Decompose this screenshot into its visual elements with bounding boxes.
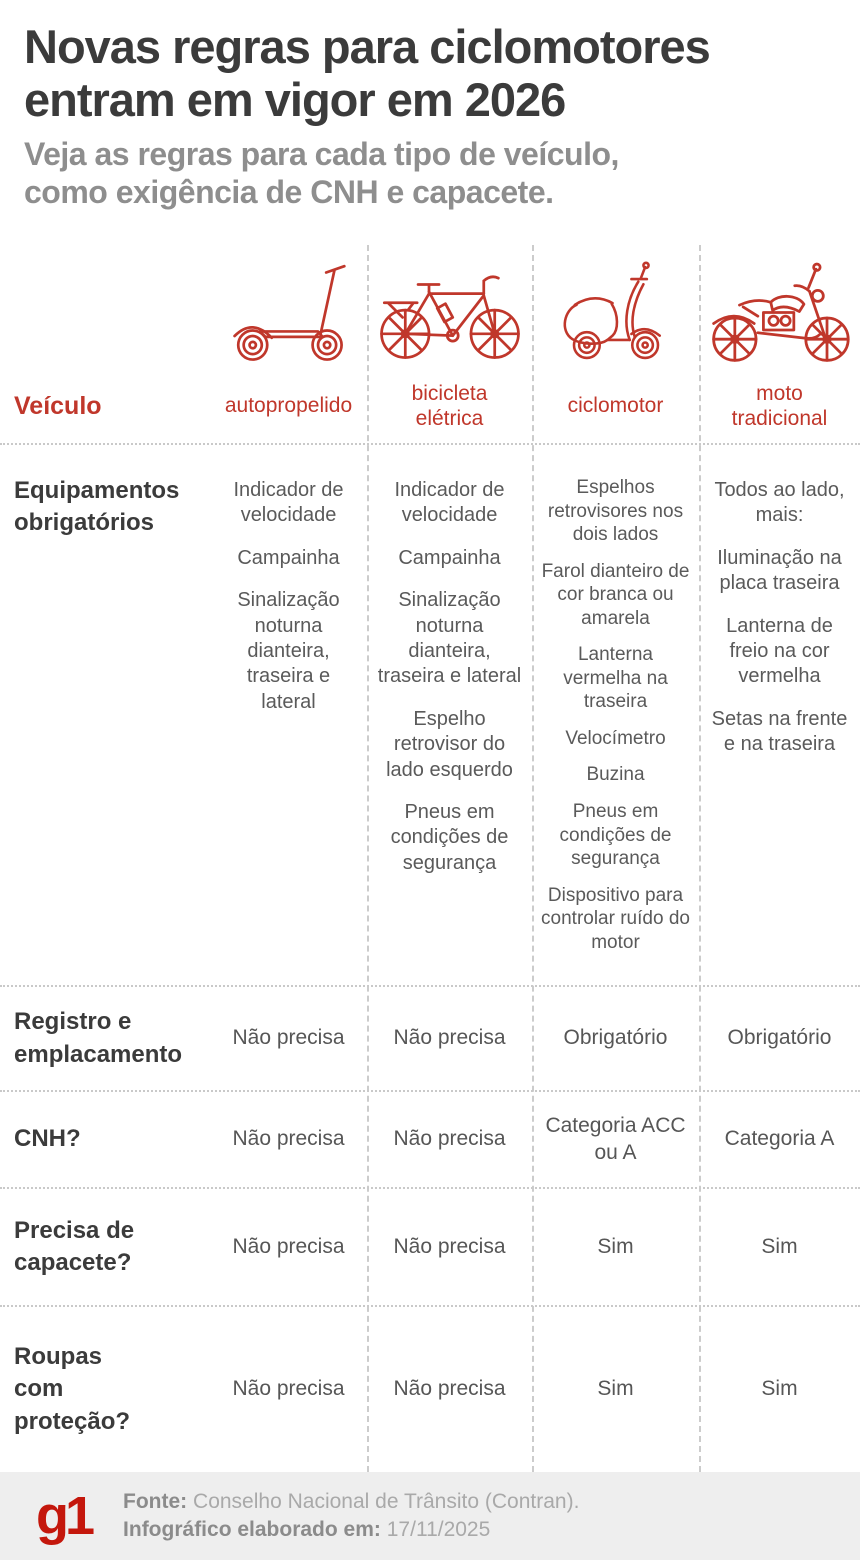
source-line: Fonte: Conselho Nacional de Trânsito (Co…	[123, 1488, 579, 1516]
vehicle-column-label-ciclomotor: ciclomotor	[567, 394, 664, 418]
motorcycle-icon	[699, 245, 860, 369]
equipment-item: Lanterna de freio na cor vermelha	[726, 614, 833, 688]
cell-registro-bicicleta-eletrica: Não precisa	[393, 1026, 506, 1050]
cell-roupas-ciclomotor: Sim	[597, 1377, 634, 1401]
equipment-cell-bicicleta-eletrica: Indicador de velocidade Campainha Sinali…	[367, 445, 532, 985]
equipment-item: Indicador de velocidade	[233, 479, 344, 527]
table-row-roupas: Roupas com proteção? Não precisa Não pre…	[0, 1305, 860, 1472]
cell-capacete-ciclomotor: Sim	[597, 1234, 634, 1258]
cell-roupas-moto-tradicional: Sim	[761, 1377, 798, 1401]
cell-capacete-moto-tradicional: Sim	[761, 1234, 798, 1258]
row-label-equipamentos: Equipamentos obrigatórios	[14, 477, 180, 537]
vehicle-header-row: Veículo autopropelido bicicleta elétrica…	[0, 245, 860, 443]
cell-cnh-autopropelido: Não precisa	[232, 1127, 345, 1151]
equipment-item: Indicador de velocidade	[394, 479, 505, 527]
column-divider	[699, 245, 701, 1472]
title-line-2: entram em vigor em 2026	[24, 73, 566, 127]
subtitle-line-1: Veja as regras para cada tipo de veículo…	[24, 136, 619, 172]
cell-capacete-autopropelido: Não precisa	[232, 1234, 345, 1258]
row-label-cnh: CNH?	[14, 1125, 81, 1153]
equipment-cell-ciclomotor: Espelhos retrovisores nos dois lados Far…	[532, 445, 699, 985]
row-label-registro: Registro e emplacamento	[14, 1008, 183, 1068]
equipment-item: Espelho retrovisor do lado esquerdo	[386, 707, 513, 781]
kick-scooter-icon	[210, 245, 367, 369]
equipment-item: Pneus em condições de segurança	[390, 800, 509, 874]
subtitle-line-2: como exigência de CNH e capacete.	[24, 174, 554, 211]
cell-registro-moto-tradicional: Obrigatório	[727, 1026, 832, 1050]
title-line-1: Novas regras para ciclomotores	[24, 20, 711, 73]
vehicle-column-label-autopropelido: autopropelido	[224, 394, 353, 418]
elaborated-label: Infográfico elaborado em:	[123, 1518, 381, 1541]
elaborated-line: Infográfico elaborado em: 17/11/2025	[123, 1516, 579, 1544]
equipment-item: Setas na frente e na traseira	[711, 707, 848, 756]
cell-registro-autopropelido: Não precisa	[232, 1026, 345, 1050]
equipment-item: Farol dianteiro de cor branca ou amarela	[541, 560, 690, 629]
equipment-item: Todos ao lado, mais:	[714, 479, 845, 527]
table-row-equipamentos: Equipamentos obrigatórios Indicador de v…	[0, 443, 860, 985]
table-row-registro: Registro e emplacamento Não precisa Não …	[0, 985, 860, 1090]
table-row-cnh: CNH? Não precisa Não precisa Categoria A…	[0, 1090, 860, 1187]
vehicle-column-label-bicicleta-eletrica: bicicleta elétrica	[411, 381, 488, 430]
vehicle-column-label-moto-tradicional: moto tradicional	[731, 381, 828, 430]
moped-scooter-icon	[532, 245, 699, 369]
equipment-item: Iluminação na placa traseira	[717, 546, 842, 595]
equipment-item: Espelhos retrovisores nos dois lados	[547, 477, 684, 546]
vehicle-row-label: Veículo	[14, 391, 102, 420]
row-label-roupas: Roupas com proteção?	[14, 1342, 131, 1435]
equipment-item: Dispositivo para controlar ruído do moto…	[541, 884, 690, 953]
equipment-item: Campainha	[398, 546, 501, 569]
equipment-item: Pneus em condições de segurança	[559, 801, 672, 870]
source-credits: Fonte: Conselho Nacional de Trânsito (Co…	[123, 1488, 579, 1545]
footer: g1 Fonte: Conselho Nacional de Trânsito …	[0, 1472, 860, 1560]
cell-roupas-bicicleta-eletrica: Não precisa	[393, 1377, 506, 1401]
page-title: Novas regras para ciclomotores entram em…	[24, 20, 844, 126]
electric-bicycle-icon	[367, 245, 532, 369]
equipment-item: Sinalização noturna dianteira, traseira …	[377, 589, 522, 688]
row-label-capacete: Precisa de capacete?	[14, 1216, 135, 1276]
column-divider	[532, 245, 534, 1472]
cell-capacete-bicicleta-eletrica: Não precisa	[393, 1234, 506, 1258]
equipment-item: Campainha	[237, 546, 340, 569]
g1-logo: g1	[36, 1486, 95, 1546]
source-label: Fonte:	[123, 1489, 188, 1513]
equipment-item: Sinalização noturna dianteira, traseira …	[237, 589, 340, 713]
cell-roupas-autopropelido: Não precisa	[232, 1377, 345, 1401]
cell-registro-ciclomotor: Obrigatório	[563, 1026, 668, 1050]
equipment-item: Buzina	[586, 764, 645, 786]
equipment-item: Velocímetro	[565, 727, 666, 749]
page-subtitle: Veja as regras para cada tipo de veículo…	[24, 135, 844, 212]
equipment-cell-autopropelido: Indicador de velocidade Campainha Sinali…	[210, 445, 367, 985]
cell-cnh-moto-tradicional: Categoria A	[724, 1127, 835, 1151]
cell-cnh-bicicleta-eletrica: Não precisa	[393, 1127, 506, 1151]
source-value: Conselho Nacional de Trânsito (Contran).	[193, 1489, 580, 1513]
cell-cnh-ciclomotor: Categoria ACC ou A	[545, 1114, 686, 1164]
equipment-cell-moto-tradicional: Todos ao lado, mais: Iluminação na placa…	[699, 445, 860, 985]
equipment-item: Lanterna vermelha na traseira	[563, 644, 668, 713]
table-row-capacete: Precisa de capacete? Não precisa Não pre…	[0, 1187, 860, 1305]
elaborated-value: 17/11/2025	[386, 1518, 491, 1541]
column-divider	[367, 245, 369, 1472]
